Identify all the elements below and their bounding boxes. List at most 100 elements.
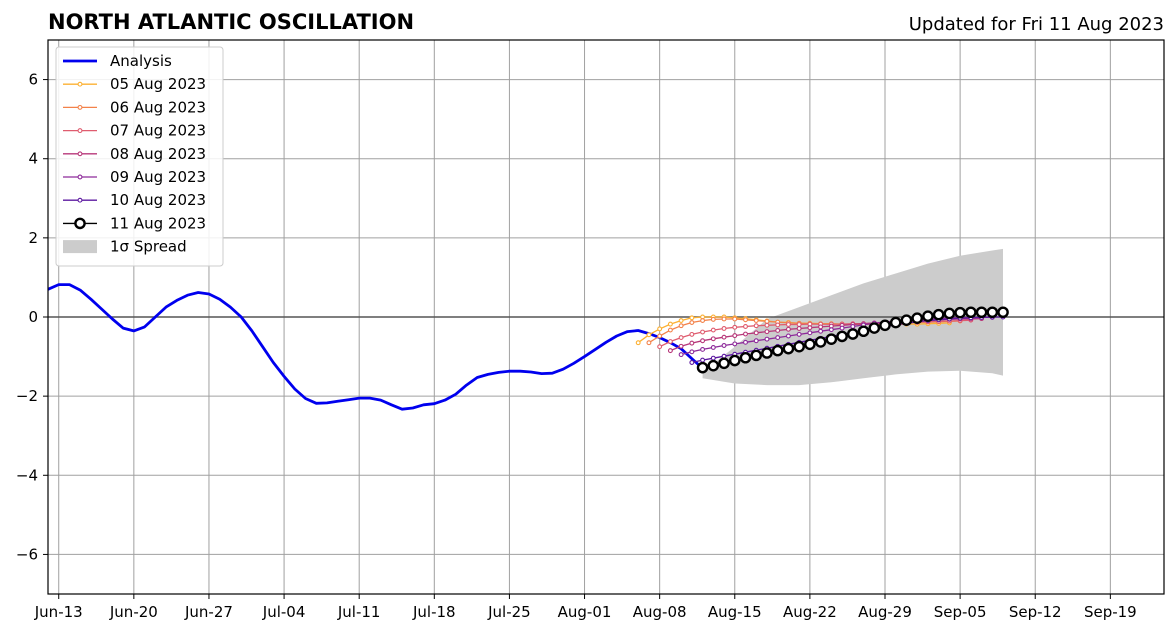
forecast-point (825, 333, 838, 345)
forecast-point (943, 307, 956, 320)
forecast-point (954, 306, 966, 319)
forecast-point (965, 306, 977, 319)
forecast-point (657, 333, 663, 339)
forecast-point (828, 327, 834, 333)
forecast-point (700, 346, 706, 352)
y-tick-label: 4 (28, 150, 38, 168)
forecast-point (775, 322, 781, 328)
forecast-point (732, 316, 738, 322)
y-tick-label: 0 (28, 308, 38, 326)
forecast-point (739, 351, 752, 364)
forecast-point (728, 354, 741, 367)
forecast-point (785, 322, 791, 327)
forecast-point (689, 360, 695, 365)
forecast-point (667, 327, 673, 333)
x-tick-label: Aug-08 (633, 603, 687, 621)
forecast-point (707, 359, 720, 372)
y-tick-label: 6 (28, 71, 38, 89)
forecast-point (764, 329, 770, 335)
forecast-point (750, 349, 763, 362)
forecast-point (796, 322, 802, 327)
x-tick-label: Jun-13 (34, 603, 83, 621)
legend-swatch-marker (77, 128, 83, 134)
forecast-point (710, 336, 716, 342)
forecast-point (710, 316, 716, 322)
forecast-point (932, 308, 945, 321)
forecast-point (796, 331, 802, 337)
x-tick-label: Sep-12 (1009, 603, 1062, 621)
forecast-point (743, 331, 748, 337)
forecast-point (657, 344, 663, 350)
forecast-point (785, 333, 791, 339)
forecast-point (753, 318, 759, 324)
forecast-point (857, 325, 870, 338)
forecast-point (889, 316, 902, 329)
forecast-series (696, 306, 1009, 374)
forecast-point (635, 340, 641, 346)
x-tick-label: Jun-27 (184, 603, 233, 621)
legend-label: 09 Aug 2023 (110, 168, 206, 186)
analysis-line (48, 283, 704, 411)
legend-label: 07 Aug 2023 (110, 122, 206, 140)
legend-swatch-marker (77, 151, 83, 157)
legend-label: 06 Aug 2023 (110, 98, 206, 116)
legend: Analysis 05 Aug 2023 06 Aug 2023 07 Aug 202… (55, 46, 224, 267)
legend-label: 10 Aug 2023 (110, 191, 206, 209)
forecast-point (710, 355, 716, 361)
forecast-point (879, 319, 891, 332)
forecast-point (700, 357, 706, 363)
forecast-point (850, 324, 856, 329)
forecast-point (732, 333, 738, 339)
forecast-point (696, 361, 709, 374)
forecast-point (657, 326, 663, 332)
forecast-point (678, 318, 684, 324)
x-tick-label: Aug-15 (708, 603, 762, 621)
forecast-point (753, 330, 759, 336)
legend-swatch-marker (77, 104, 83, 110)
forecast-point (764, 318, 770, 324)
chart-title: NORTH ATLANTIC OSCILLATION (48, 10, 414, 34)
forecast-point (700, 338, 706, 344)
forecast-point (911, 312, 923, 324)
forecast-point (753, 323, 759, 329)
forecast-point (721, 334, 727, 340)
forecast-point (868, 322, 881, 334)
forecast-point (775, 335, 781, 341)
forecast-point (793, 340, 805, 353)
forecast-point (761, 347, 773, 359)
forecast-point (771, 344, 784, 357)
forecast-point (814, 336, 827, 348)
x-tick-label: Jun-20 (109, 603, 158, 621)
x-tick-label: Jul-04 (262, 603, 306, 621)
legend-swatch-marker (77, 197, 83, 203)
x-tick-label: Aug-29 (858, 603, 912, 621)
forecast-point (689, 331, 695, 337)
forecast-point (818, 328, 824, 334)
forecast-point (839, 325, 845, 331)
forecast-point (667, 339, 673, 344)
forecast-point (667, 348, 673, 354)
forecast-point (732, 341, 738, 347)
legend-swatch-marker (77, 81, 83, 87)
x-tick-label: Jul-11 (337, 603, 381, 621)
x-tick-label: Jul-25 (487, 603, 531, 621)
forecast-point (721, 316, 727, 322)
forecast-point (678, 343, 684, 349)
legend-swatch-marker (74, 217, 86, 230)
legend-swatch-spread (63, 240, 97, 254)
forecast-point (997, 306, 1009, 319)
forecast-point (678, 352, 684, 358)
y-tick-label: 2 (28, 229, 38, 247)
y-tick-label: −2 (16, 387, 38, 405)
x-tick-label: Sep-05 (934, 603, 987, 621)
y-tick-label: −6 (16, 545, 38, 563)
forecast-point (646, 340, 652, 346)
forecast-point (986, 306, 999, 319)
x-tick-label: Jul-18 (412, 603, 456, 621)
forecast-point (922, 310, 934, 323)
forecast-point (847, 328, 859, 340)
x-tick-label: Aug-01 (558, 603, 612, 621)
x-tick-label: Sep-19 (1084, 603, 1137, 621)
forecast-point (689, 315, 695, 321)
